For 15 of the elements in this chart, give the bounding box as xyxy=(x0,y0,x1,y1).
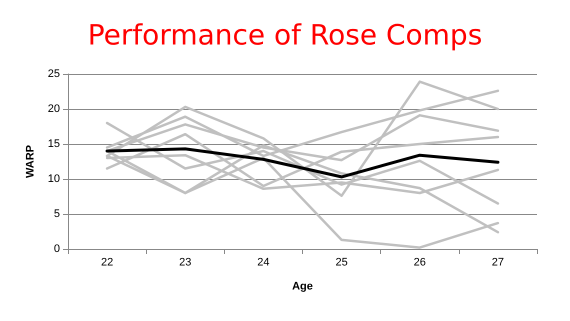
x-tick-label: 24 xyxy=(257,256,270,268)
x-tick-label: 27 xyxy=(492,256,504,268)
chart-title: Performance of Rose Comps xyxy=(88,18,482,52)
x-tick-label: 23 xyxy=(179,256,192,268)
x-tick-label: 26 xyxy=(414,256,426,268)
y-tick-label: 0 xyxy=(54,243,60,255)
x-axis-title: Age xyxy=(292,280,313,292)
y-tick-label: 5 xyxy=(54,208,60,220)
x-tick-label: 25 xyxy=(335,256,348,268)
y-tick-label: 10 xyxy=(48,173,60,185)
y-tick-label: 15 xyxy=(48,138,60,150)
y-tick-label: 25 xyxy=(48,68,60,80)
y-axis-title: WARP xyxy=(24,145,36,178)
y-tick-label: 20 xyxy=(48,103,60,115)
x-tick-label: 22 xyxy=(100,256,114,268)
